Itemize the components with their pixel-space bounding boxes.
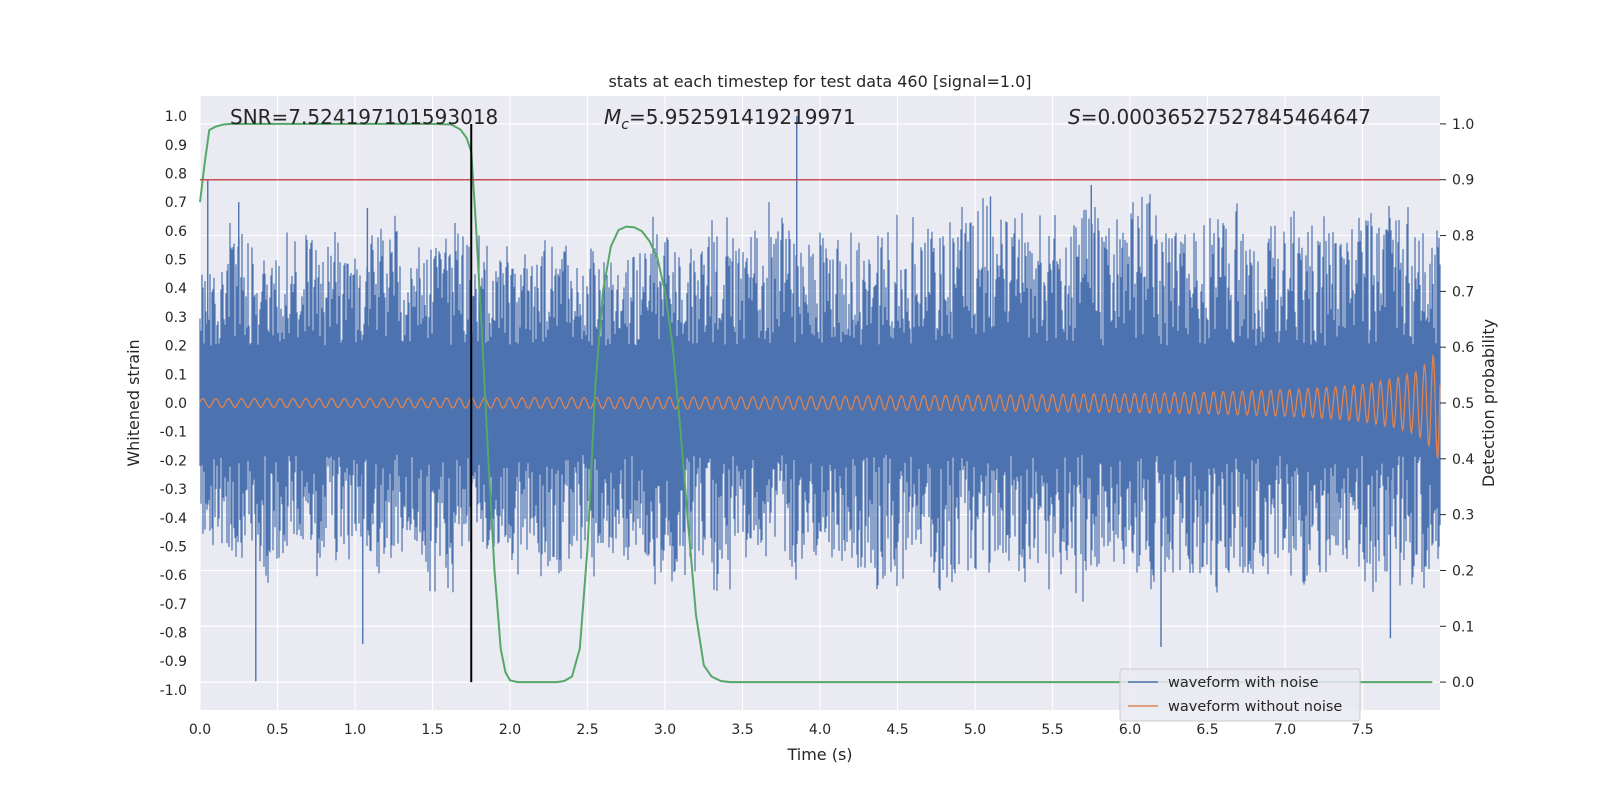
y2-tick-label: 0.9	[1452, 173, 1474, 189]
y2-tick-label: 0.4	[1452, 452, 1474, 468]
y-tick-label: 0.3	[165, 310, 187, 326]
chirp-mass-annotation: Mc=5.952591419219971	[604, 105, 856, 133]
legend-label-waveform-with-noise: waveform with noise	[1168, 675, 1319, 691]
y-tick-label: -0.2	[160, 453, 187, 469]
x-tick-label: 4.5	[886, 722, 908, 738]
chirp-mass-subscript: c	[621, 117, 629, 133]
y-tick-label: -0.7	[160, 597, 187, 613]
y-tick-label: -0.3	[160, 482, 187, 498]
y-axis-label: Whitened strain	[124, 339, 143, 466]
y-tick-label: 0.0	[165, 396, 187, 412]
x-tick-label: 1.5	[421, 722, 443, 738]
legend-box	[1119, 668, 1361, 722]
x-tick-label: 0.5	[266, 722, 288, 738]
y-tick-label: -0.8	[160, 626, 187, 642]
y-tick-label: 0.6	[165, 224, 187, 240]
y-tick-label: -1.0	[160, 683, 187, 699]
y-tick-label: 0.9	[165, 138, 187, 154]
x-tick-label: 6.0	[1119, 722, 1141, 738]
x-tick-label: 7.0	[1274, 722, 1296, 738]
x-tick-label: 5.5	[1041, 722, 1063, 738]
y2-tick-label: 1.0	[1452, 117, 1474, 133]
x-tick-label: 0.0	[189, 722, 211, 738]
y2-tick-label: 0.6	[1452, 340, 1474, 356]
y2-tick-labels: 1.0 0.9 0.8 0.7 0.6 0.5 0.4 0.3 0.2 0.1 0.0	[1440, 117, 1474, 691]
x-tick-label: 5.0	[964, 722, 986, 738]
legend: waveform with noise waveform without noi…	[1119, 668, 1361, 722]
y-tick-label: 0.5	[165, 253, 187, 269]
x-tick-label: 1.0	[344, 722, 366, 738]
x-tick-label: 6.5	[1196, 722, 1218, 738]
y-tick-label: 0.2	[165, 339, 187, 355]
waveform-without-noise-line	[199, 353, 1441, 459]
y2-axis-label: Detection probability	[1479, 319, 1498, 487]
series-detection-probability	[199, 122, 1433, 684]
x-tick-label: 4.0	[809, 722, 831, 738]
y-tick-label: -0.6	[160, 568, 187, 584]
y2-tick-label: 0.1	[1452, 619, 1474, 635]
chart-title: stats at each timestep for test data 460…	[608, 72, 1031, 91]
legend-label-waveform-without-noise: waveform without noise	[1168, 699, 1342, 715]
y2-tick-label: 0.2	[1452, 563, 1474, 579]
x-tick-label: 3.0	[654, 722, 676, 738]
y-tick-labels: 1.0 0.9 0.8 0.7 0.6 0.5 0.4 0.3 0.2 0.1 0.0 -0.1 -0.…	[160, 109, 187, 699]
y2-tick-label: 0.7	[1452, 284, 1474, 300]
series-waveform-without-noise	[199, 353, 1441, 459]
y-tick-label: 0.4	[165, 281, 187, 297]
s-symbol: S	[1068, 105, 1081, 129]
x-tick-label: 7.5	[1351, 722, 1373, 738]
y-tick-label: 0.8	[165, 166, 187, 182]
y2-tick-label: 0.3	[1452, 508, 1474, 524]
y-tick-label: -0.4	[160, 511, 187, 527]
chirp-mass-value: =5.952591419219971	[629, 105, 856, 129]
chirp-mass-symbol: M	[604, 105, 621, 129]
overlay-lines	[200, 123, 1440, 683]
y2-tick-label: 0.8	[1452, 229, 1474, 245]
x-tick-labels: 0.0 0.5 1.0 1.5 2.0 2.5 3.0 3.5 4.0 4.5 5.0 5.5 6.0 6…	[189, 722, 1374, 738]
y-tick-label: -0.5	[160, 539, 187, 555]
snr-annotation: SNR=7.524197101593018	[230, 105, 498, 129]
x-tick-label: 3.5	[731, 722, 753, 738]
y-tick-label: 0.7	[165, 195, 187, 211]
y-tick-label: 0.1	[165, 367, 187, 383]
detection-probability-line	[199, 122, 1433, 684]
x-tick-label: 2.0	[499, 722, 521, 738]
y2-tick-label: 0.5	[1452, 396, 1474, 412]
y-tick-label: -0.9	[160, 654, 187, 670]
x-tick-label: 2.5	[576, 722, 598, 738]
s-annotation: S=0.00036527527845464647	[1068, 105, 1371, 129]
y-tick-label: -0.1	[160, 425, 187, 441]
y-tick-label: 1.0	[165, 109, 187, 125]
x-axis-label: Time (s)	[786, 745, 852, 764]
s-value: =0.00036527527845464647	[1081, 105, 1371, 129]
y2-tick-label: 0.0	[1452, 675, 1474, 691]
